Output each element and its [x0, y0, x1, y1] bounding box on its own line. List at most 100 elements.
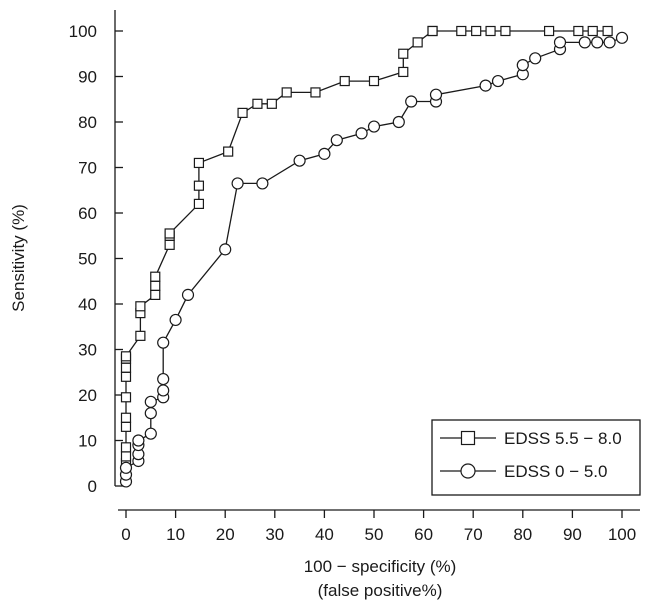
square-point — [398, 48, 409, 59]
square-point — [543, 25, 555, 37]
legend-item-series-1: EDSS 5.5 − 8.0 — [440, 429, 622, 448]
x-axis-title: 100 − specificity (%) — [304, 557, 457, 576]
legend-label-2: EDSS 0 − 5.0 — [504, 462, 607, 481]
circle-point — [144, 427, 157, 440]
square-point — [471, 25, 482, 37]
y-tick-label-10: 10 — [78, 432, 97, 451]
circle-point — [405, 95, 418, 108]
circle-point — [157, 372, 170, 386]
y-tick-label-0: 0 — [88, 477, 97, 496]
series-1 — [120, 25, 613, 485]
circle-point — [615, 31, 629, 44]
y-tick-label-40: 40 — [78, 295, 97, 314]
square-point — [120, 392, 132, 403]
y-tick-label-70: 70 — [78, 159, 97, 178]
square-point — [266, 98, 277, 109]
square-point — [193, 180, 205, 191]
y-tick-label-90: 90 — [78, 68, 97, 87]
y-tick-label-30: 30 — [78, 341, 97, 360]
circle-point — [603, 36, 616, 49]
legend-label-1: EDSS 5.5 − 8.0 — [504, 429, 622, 448]
square-point — [281, 87, 292, 98]
legend-item-series-2: EDSS 0 − 5.0 — [440, 462, 607, 481]
x-tick-label-90: 90 — [563, 525, 582, 544]
circle-point — [591, 36, 604, 49]
circle-point — [578, 36, 591, 49]
square-point — [339, 75, 350, 87]
x-tick-label-10: 10 — [166, 525, 185, 544]
square-point — [368, 75, 380, 87]
circle-point — [219, 243, 232, 256]
axes — [114, 10, 640, 511]
circle-point — [429, 88, 443, 101]
legend: EDSS 5.5 − 8.0 EDSS 0 − 5.0 — [431, 419, 641, 496]
square-point — [500, 25, 511, 37]
square-point — [573, 25, 584, 37]
square-point — [398, 66, 409, 78]
series-2 — [119, 31, 629, 488]
y-tick-label-50: 50 — [78, 250, 97, 269]
square-point — [223, 146, 234, 157]
circle-point — [144, 395, 157, 408]
x-tick-label-0: 0 — [121, 525, 130, 544]
circle-point — [119, 461, 133, 474]
x-tick-label-70: 70 — [464, 525, 483, 544]
square-point — [164, 228, 175, 239]
square-point — [120, 451, 132, 462]
square-point — [485, 25, 496, 37]
circle-point — [181, 288, 195, 301]
square-point — [120, 351, 132, 362]
circle-point — [355, 127, 368, 140]
x-tick-label-50: 50 — [365, 525, 384, 544]
circle-point — [144, 407, 157, 420]
circle-point — [157, 336, 170, 349]
series-1-line — [125, 30, 608, 480]
circle-point — [529, 52, 542, 65]
square-point — [193, 157, 205, 169]
y-tick-label-20: 20 — [78, 386, 97, 405]
square-point — [237, 107, 248, 119]
square-point — [587, 25, 598, 37]
x-tick-label-20: 20 — [216, 525, 235, 544]
y-tick-label-100: 100 — [69, 22, 97, 41]
square-point — [602, 25, 613, 37]
square-point — [135, 301, 146, 312]
square-point — [412, 37, 423, 48]
square-point — [456, 25, 467, 37]
series-2-line — [125, 37, 623, 482]
square-point — [120, 362, 132, 373]
circle-point — [256, 177, 269, 190]
x-tick-label-60: 60 — [414, 525, 433, 544]
x-axis-subtitle: (false positive%) — [318, 581, 443, 600]
square-point — [150, 280, 161, 291]
circle-point — [169, 313, 182, 327]
square-point — [150, 289, 161, 300]
square-point — [252, 98, 263, 109]
x-tick-label-40: 40 — [315, 525, 334, 544]
circle-point — [330, 134, 343, 147]
y-tick-label-80: 80 — [78, 113, 97, 132]
circle-point — [293, 154, 306, 167]
square-point — [164, 239, 175, 250]
square-point — [120, 412, 132, 423]
square-point — [135, 330, 146, 341]
ticks: 0 10 20 30 40 50 60 70 80 90 100 0 10 20 30 40 50 60 70 80 9… — [69, 22, 637, 544]
x-tick-label-30: 30 — [265, 525, 284, 544]
square-point — [120, 371, 132, 382]
circle-point — [479, 79, 492, 92]
x-tick-label-80: 80 — [513, 525, 532, 544]
series-layer — [119, 25, 629, 488]
circle-point — [157, 384, 170, 397]
y-axis-title: Sensitivity (%) — [9, 204, 28, 312]
square-point — [120, 421, 132, 432]
legend-circle-marker — [460, 463, 476, 479]
circle-point — [132, 434, 145, 447]
square-point — [150, 271, 161, 282]
circle-point — [516, 59, 529, 72]
circle-point — [392, 115, 405, 129]
legend-square-marker — [460, 430, 476, 446]
square-point — [120, 442, 132, 453]
square-point — [310, 87, 321, 98]
x-tick-label-100: 100 — [608, 525, 636, 544]
circle-point — [318, 147, 331, 160]
